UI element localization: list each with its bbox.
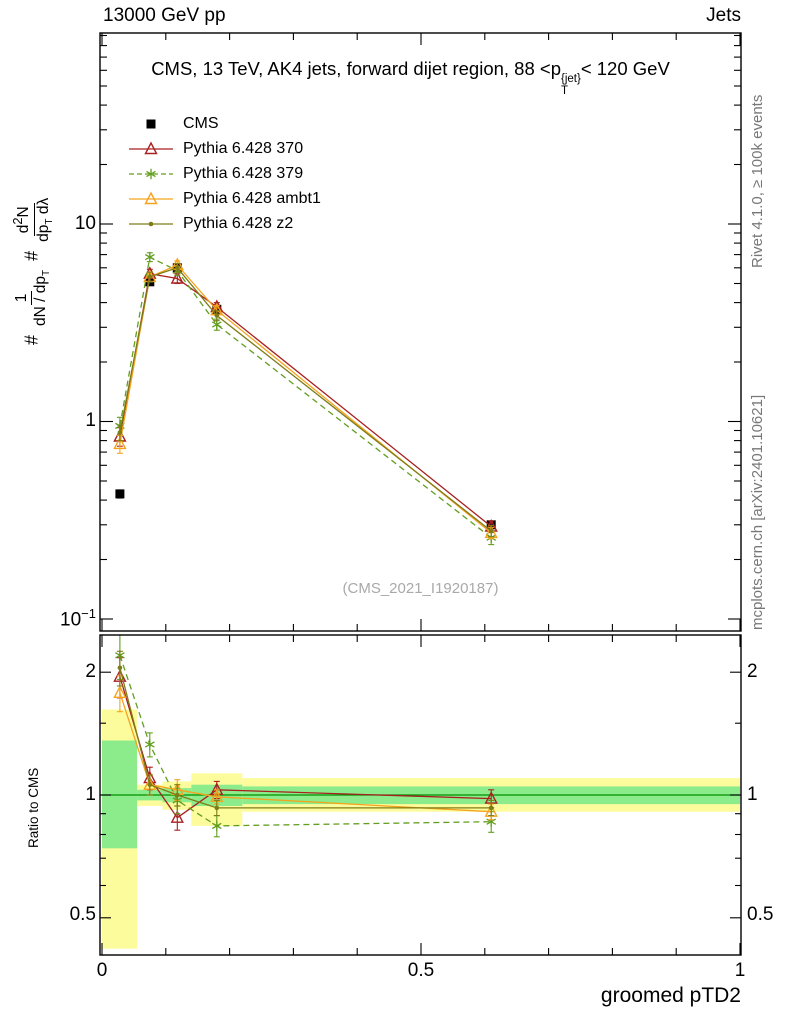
mcplots-attribution: mcplots.cern.ch [arXiv:2401.10621]	[749, 394, 766, 630]
x-tick-label-1: 1	[734, 960, 746, 981]
x-tick-label-0: 0	[96, 960, 108, 981]
analysis-group-label: Jets	[706, 5, 741, 26]
rivet-version-note: Rivet 4.1.0, ≥ 100k events	[749, 94, 766, 268]
series-pythia-6-428-370	[113, 266, 498, 534]
main-y-tick-label-10: 10	[74, 213, 96, 234]
legend-item-pythia-6-428-379: Pythia 6.428 379	[128, 161, 321, 186]
legend-label: Pythia 6.428 379	[183, 164, 304, 182]
legend-label: CMS	[183, 114, 219, 132]
legend-marker-pythia-6-428-ambt1	[129, 190, 173, 204]
ratio-y-tick-label-05-left: 0.5	[69, 904, 96, 925]
series-pythia-6-428-379	[115, 251, 497, 546]
legend: CMS Pythia 6.428 370 Pythia 6.428 379 Pythi…	[128, 111, 321, 236]
plot-title-sup: {jet}	[561, 73, 581, 85]
hash-symbol: #	[21, 334, 42, 345]
ylabel-fraction-2: d2N dpT dλ	[10, 197, 55, 242]
x-axis-title: groomed pTD2	[600, 984, 741, 1007]
legend-marker-pythia-6-428-z2	[129, 221, 173, 226]
legend-item-pythia-6-428-ambt1: Pythia 6.428 ambt1	[128, 186, 321, 211]
ratio-y-tick-label-2-right: 2	[747, 661, 758, 682]
legend-label: Pythia 6.428 370	[183, 139, 304, 157]
plot-title-text-end: < 120 GeV	[580, 58, 670, 79]
ratio-y-tick-label-1-right: 1	[747, 784, 758, 805]
plot-title-text: CMS, 13 TeV, AK4 jets, forward dijet reg…	[151, 58, 561, 79]
ratio-y-tick-label-2-left: 2	[85, 661, 96, 682]
legend-item-pythia-6-428-z2: Pythia 6.428 z2	[128, 211, 321, 236]
ylabel-fraction-1: 1 dN / dpT	[12, 269, 53, 326]
ratio-y-tick-label-05-right: 0.5	[747, 904, 774, 925]
analysis-id-watermark: (CMS_2021_I1920187)	[342, 580, 499, 597]
plot-title-sub: T	[561, 85, 569, 98]
x-tick-label-05: 0.5	[407, 960, 435, 981]
ratio-y-axis-label: Ratio to CMS	[26, 767, 41, 848]
legend-label: Pythia 6.428 z2	[183, 214, 294, 232]
main-y-tick-label-0p1: 10−1	[60, 606, 96, 631]
plot-title-supsub: {jet} T	[561, 73, 581, 97]
legend-marker-pythia-6-428-370	[129, 140, 173, 154]
legend-item-cms: CMS	[128, 111, 321, 136]
beam-energy-label: 13000 GeV pp	[103, 5, 226, 26]
series-pythia-6-428-z2	[116, 263, 495, 538]
legend-item-pythia-6-428-370: Pythia 6.428 370	[128, 136, 321, 161]
main-y-axis-label: #1 dN / dpT # d2N dpT dλ	[10, 189, 56, 345]
legend-marker-pythia-6-428-379	[129, 168, 173, 179]
ratio-uncertainty-bands	[100, 709, 741, 949]
legend-label: Pythia 6.428 ambt1	[183, 189, 321, 207]
ratio-y-tick-label-1-left: 1	[85, 784, 96, 805]
series-pythia-6-428-z2	[116, 650, 495, 817]
plot-title: CMS, 13 TeV, AK4 jets, forward dijet reg…	[80, 58, 741, 97]
main-y-tick-label-1: 1	[85, 410, 96, 431]
axes-frame	[99, 32, 742, 956]
hash-symbol: #	[21, 250, 42, 261]
legend-marker-cms	[146, 119, 156, 128]
